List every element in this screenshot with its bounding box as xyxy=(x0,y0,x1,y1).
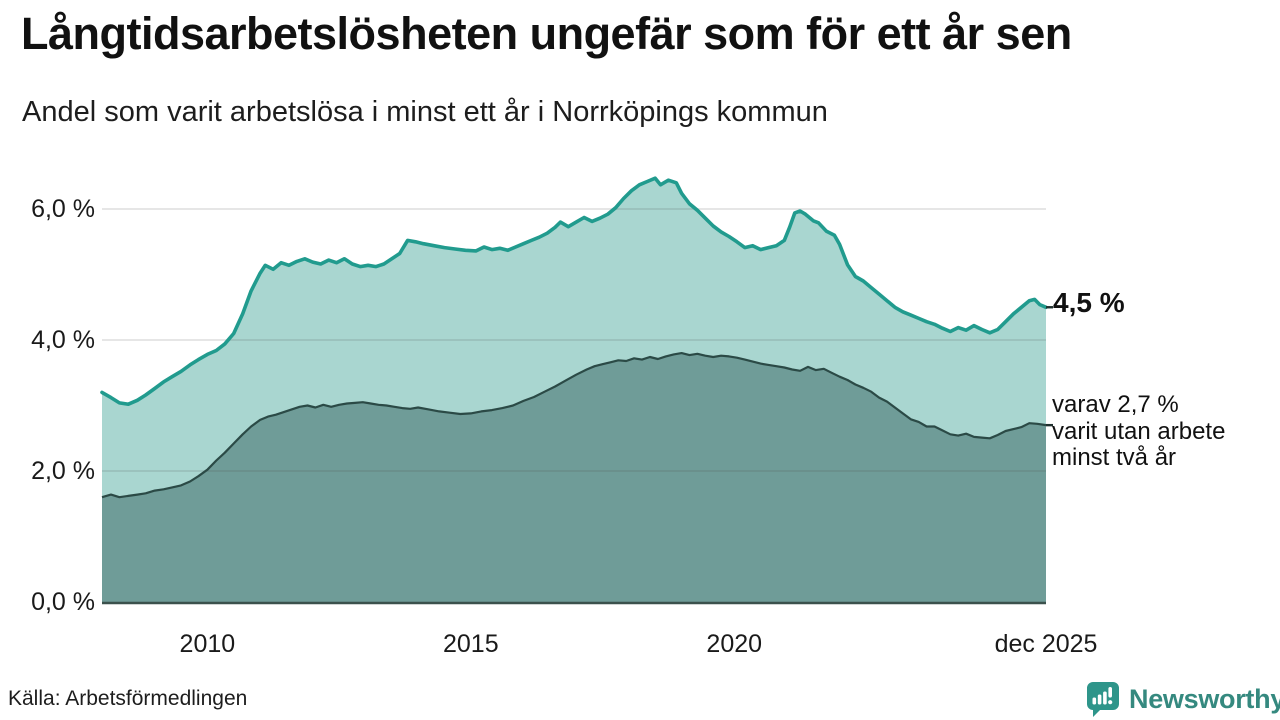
varav-line-3: minst två år xyxy=(1052,444,1177,472)
varav-line-1: varav 2,7 % xyxy=(1052,391,1179,419)
source-note: Källa: Arbetsförmedlingen xyxy=(8,687,248,710)
page-title: Långtidsarbetslösheten ungefär som för e… xyxy=(21,8,1072,59)
latest-total-annotation: 4,5 % xyxy=(1053,287,1125,319)
newsworthy-logo-icon xyxy=(1087,682,1119,717)
page-subtitle: Andel som varit arbetslösa i minst ett å… xyxy=(22,96,828,128)
total-line xyxy=(100,176,1048,406)
y-axis-label: 4,0 % xyxy=(31,326,95,354)
newsworthy-logo: Newsworthy xyxy=(1086,681,1280,717)
varav-line-2: varit utan arbete xyxy=(1052,417,1226,445)
two-year-area-fill xyxy=(102,353,1046,602)
x-axis-label: 2015 xyxy=(442,630,499,658)
two-year-line xyxy=(101,352,1047,499)
y-axis-label: 2,0 % xyxy=(31,457,95,485)
x-axis-label: dec 2025 xyxy=(994,630,1098,658)
latest-two-year-annotation: varav 2,7 % varit utan arbete minst två … xyxy=(1052,392,1225,472)
newsworthy-logo-text: Newsworthy xyxy=(1129,683,1280,714)
x-axis-label: 2010 xyxy=(179,630,236,658)
x-axis-label: 2020 xyxy=(706,630,763,658)
y-axis-label: 6,0 % xyxy=(31,195,95,223)
y-axis-label: 0,0 % xyxy=(31,588,95,616)
